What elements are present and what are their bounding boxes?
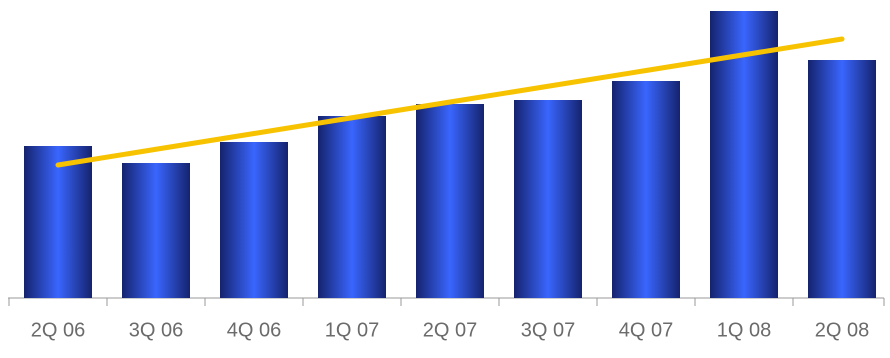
x-tick-label: 4Q 06 <box>227 319 281 341</box>
x-tick-label: 4Q 07 <box>619 319 673 341</box>
bar <box>24 146 92 298</box>
x-tick-label: 2Q 07 <box>423 319 477 341</box>
bar <box>318 116 386 298</box>
bar <box>122 163 190 298</box>
x-tick-label: 3Q 07 <box>521 319 575 341</box>
x-tick-label: 1Q 08 <box>717 319 771 341</box>
bar <box>808 60 876 298</box>
x-tick-label: 3Q 06 <box>129 319 183 341</box>
bar <box>612 81 680 298</box>
trend-line <box>55 36 845 168</box>
bar <box>220 142 288 298</box>
bar <box>514 100 582 298</box>
x-tick-label: 1Q 07 <box>325 319 379 341</box>
x-tick-label: 2Q 06 <box>31 319 85 341</box>
x-tick-label: 2Q 08 <box>815 319 869 341</box>
bar <box>416 104 484 298</box>
